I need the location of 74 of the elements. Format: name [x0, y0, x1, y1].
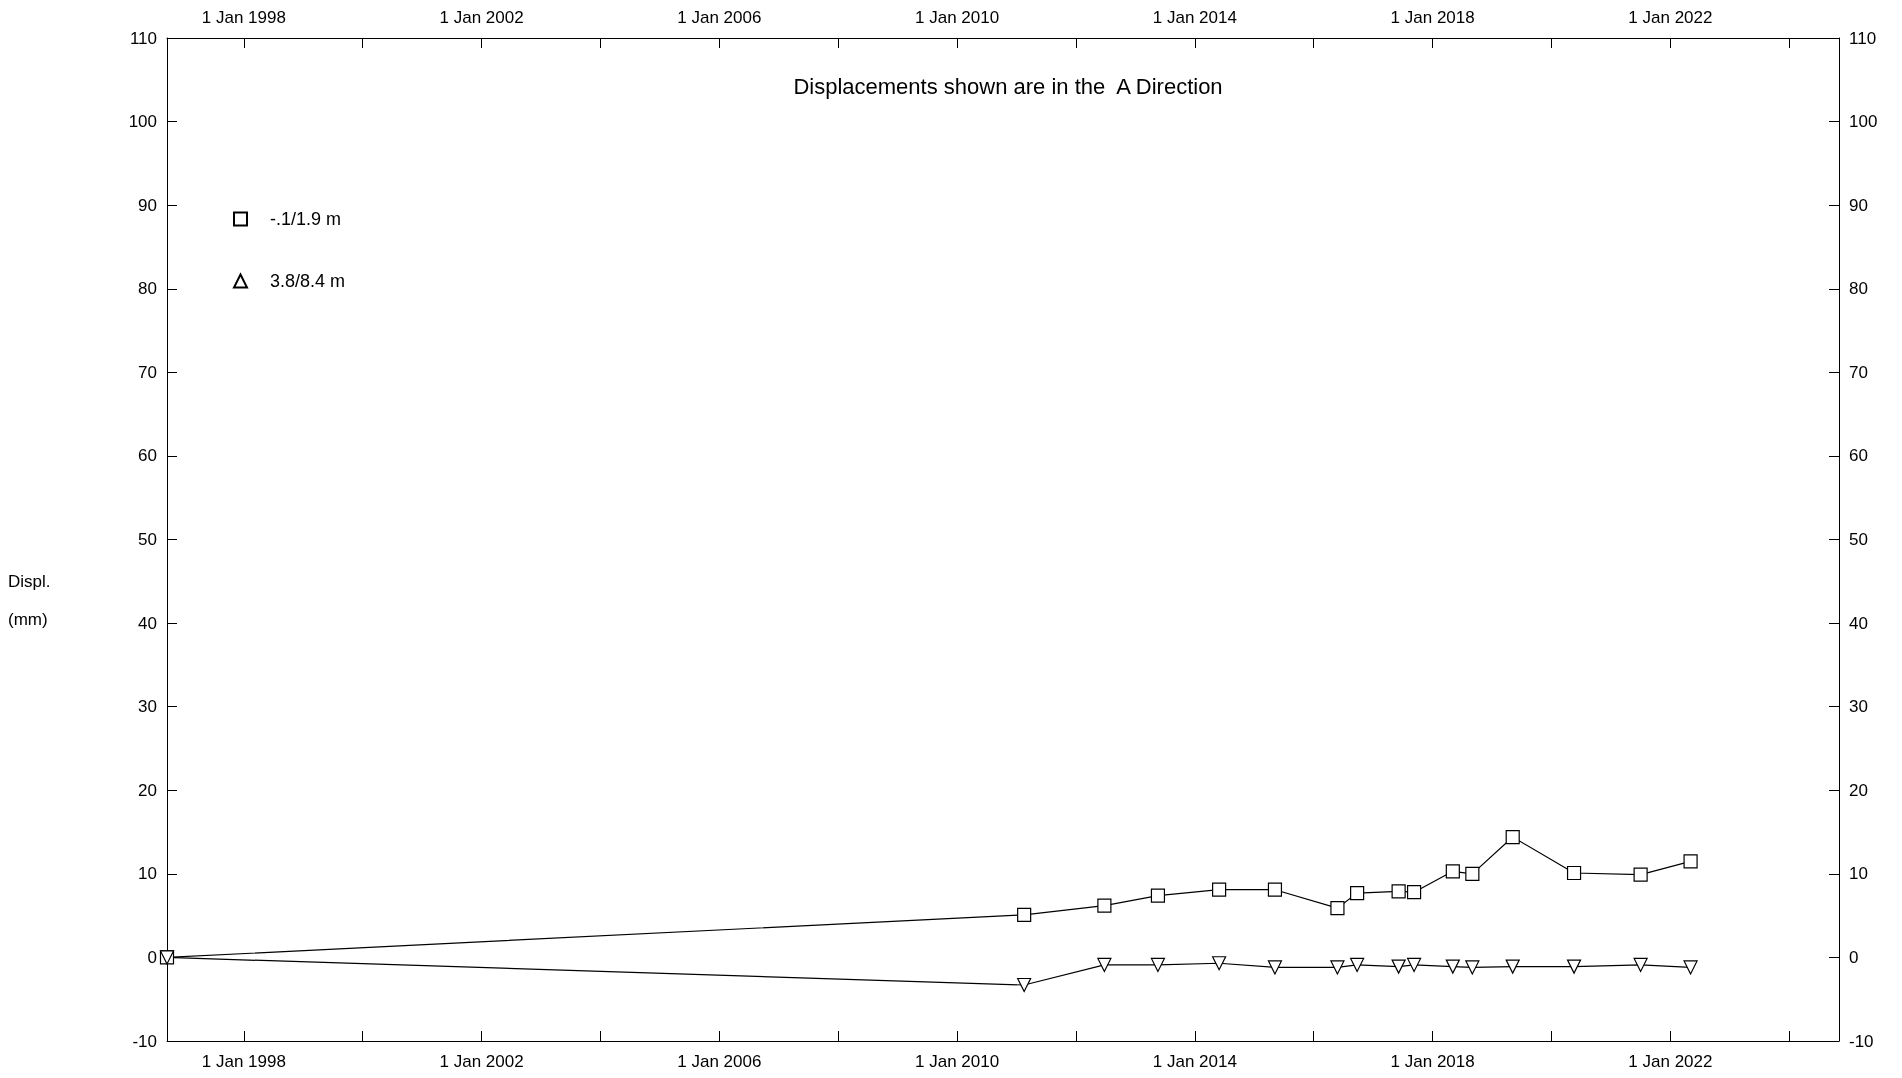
y2-tick-label: 40	[1849, 613, 1868, 633]
point	[1505, 829, 1520, 845]
point	[1212, 882, 1227, 897]
y-tick-label: 80	[138, 279, 157, 299]
y-tick-label: 40	[138, 613, 157, 633]
point	[1017, 907, 1032, 922]
y-tick-label: 50	[138, 530, 157, 549]
y-tick-label: 0	[147, 947, 157, 967]
point	[1683, 854, 1698, 869]
point	[1406, 885, 1422, 900]
point	[1465, 866, 1480, 881]
y-tick-label: 10	[138, 864, 157, 884]
y2-tick-label: 50	[1849, 530, 1868, 549]
point	[1391, 959, 1406, 974]
y-tick-label: 100	[128, 112, 157, 132]
point	[1683, 960, 1698, 975]
y-tick-label: -10	[132, 1031, 157, 1051]
x2-tick-label: 1 Jan 2010	[915, 8, 1000, 27]
x2-tick-label: 1 Jan 2006	[677, 8, 762, 27]
y2-tick-label: -10	[1849, 1031, 1874, 1051]
point	[1350, 957, 1365, 973]
y2-tick-label: 0	[1849, 947, 1859, 967]
y-tick-label: 20	[138, 780, 157, 800]
y2-tick-label: 110	[1849, 28, 1877, 48]
text: Displacements shown are in the A Direction	[793, 73, 1223, 99]
x2-tick-label: 1 Jan 2002	[439, 8, 524, 27]
x2-tick-label: 1 Jan 2022	[1628, 8, 1713, 27]
point	[1150, 957, 1166, 973]
x-tick-label: 1 Jan 2018	[1390, 1052, 1475, 1071]
x-tick-label: 1 Jan 2002	[439, 1052, 524, 1071]
point	[1212, 956, 1227, 971]
point	[1566, 959, 1582, 974]
y2-tick-label: 10	[1849, 864, 1868, 884]
y-axis-title: Displ. (mm)	[8, 571, 51, 629]
x-tick-label: 1 Jan 2022	[1628, 1052, 1713, 1071]
y2-tick-label: 100	[1849, 112, 1878, 132]
point	[1017, 977, 1032, 993]
y-tick-label: 70	[138, 362, 157, 382]
y-tick-label: 110	[129, 28, 157, 48]
point	[1445, 959, 1460, 974]
x-tick-label: 1 Jan 2006	[677, 1052, 762, 1071]
point	[1566, 865, 1582, 881]
legend-label: 3.8/8.4 m	[270, 271, 346, 291]
x2-tick-label: 1 Jan 2018	[1390, 8, 1475, 27]
y2-tick-label: 80	[1849, 279, 1868, 299]
point	[1350, 885, 1365, 901]
x-tick-label: 1 Jan 2014	[1152, 1052, 1237, 1071]
point	[1267, 960, 1283, 975]
point	[1391, 884, 1406, 899]
y2-tick-label: 60	[1849, 446, 1868, 466]
legend-label: -.1/1.9 m	[270, 209, 342, 229]
x-tick-label: 1 Jan 1998	[201, 1052, 286, 1071]
point	[1097, 898, 1112, 913]
x2-tick-label: 1 Jan 2014	[1152, 8, 1237, 27]
point	[1150, 888, 1166, 903]
y-tick-label: 90	[138, 195, 157, 215]
point	[1465, 960, 1480, 975]
x-tick-label: 1 Jan 2010	[915, 1052, 1000, 1071]
x2-tick-label: 1 Jan 1998	[201, 8, 286, 27]
point	[1633, 867, 1648, 882]
y-tick-label: 60	[138, 446, 157, 466]
point	[1097, 957, 1112, 973]
y2-tick-label: 30	[1849, 697, 1868, 717]
point	[1330, 901, 1345, 916]
point	[1445, 864, 1460, 879]
y2-tick-label: 70	[1849, 362, 1868, 382]
point	[1267, 882, 1283, 897]
y-tick-label: 30	[138, 697, 157, 717]
y2-tick-label: 20	[1849, 780, 1868, 800]
point	[1633, 957, 1648, 973]
point	[1406, 957, 1422, 973]
point	[1330, 960, 1345, 975]
point	[1505, 959, 1520, 974]
y2-tick-label: 90	[1849, 195, 1868, 215]
